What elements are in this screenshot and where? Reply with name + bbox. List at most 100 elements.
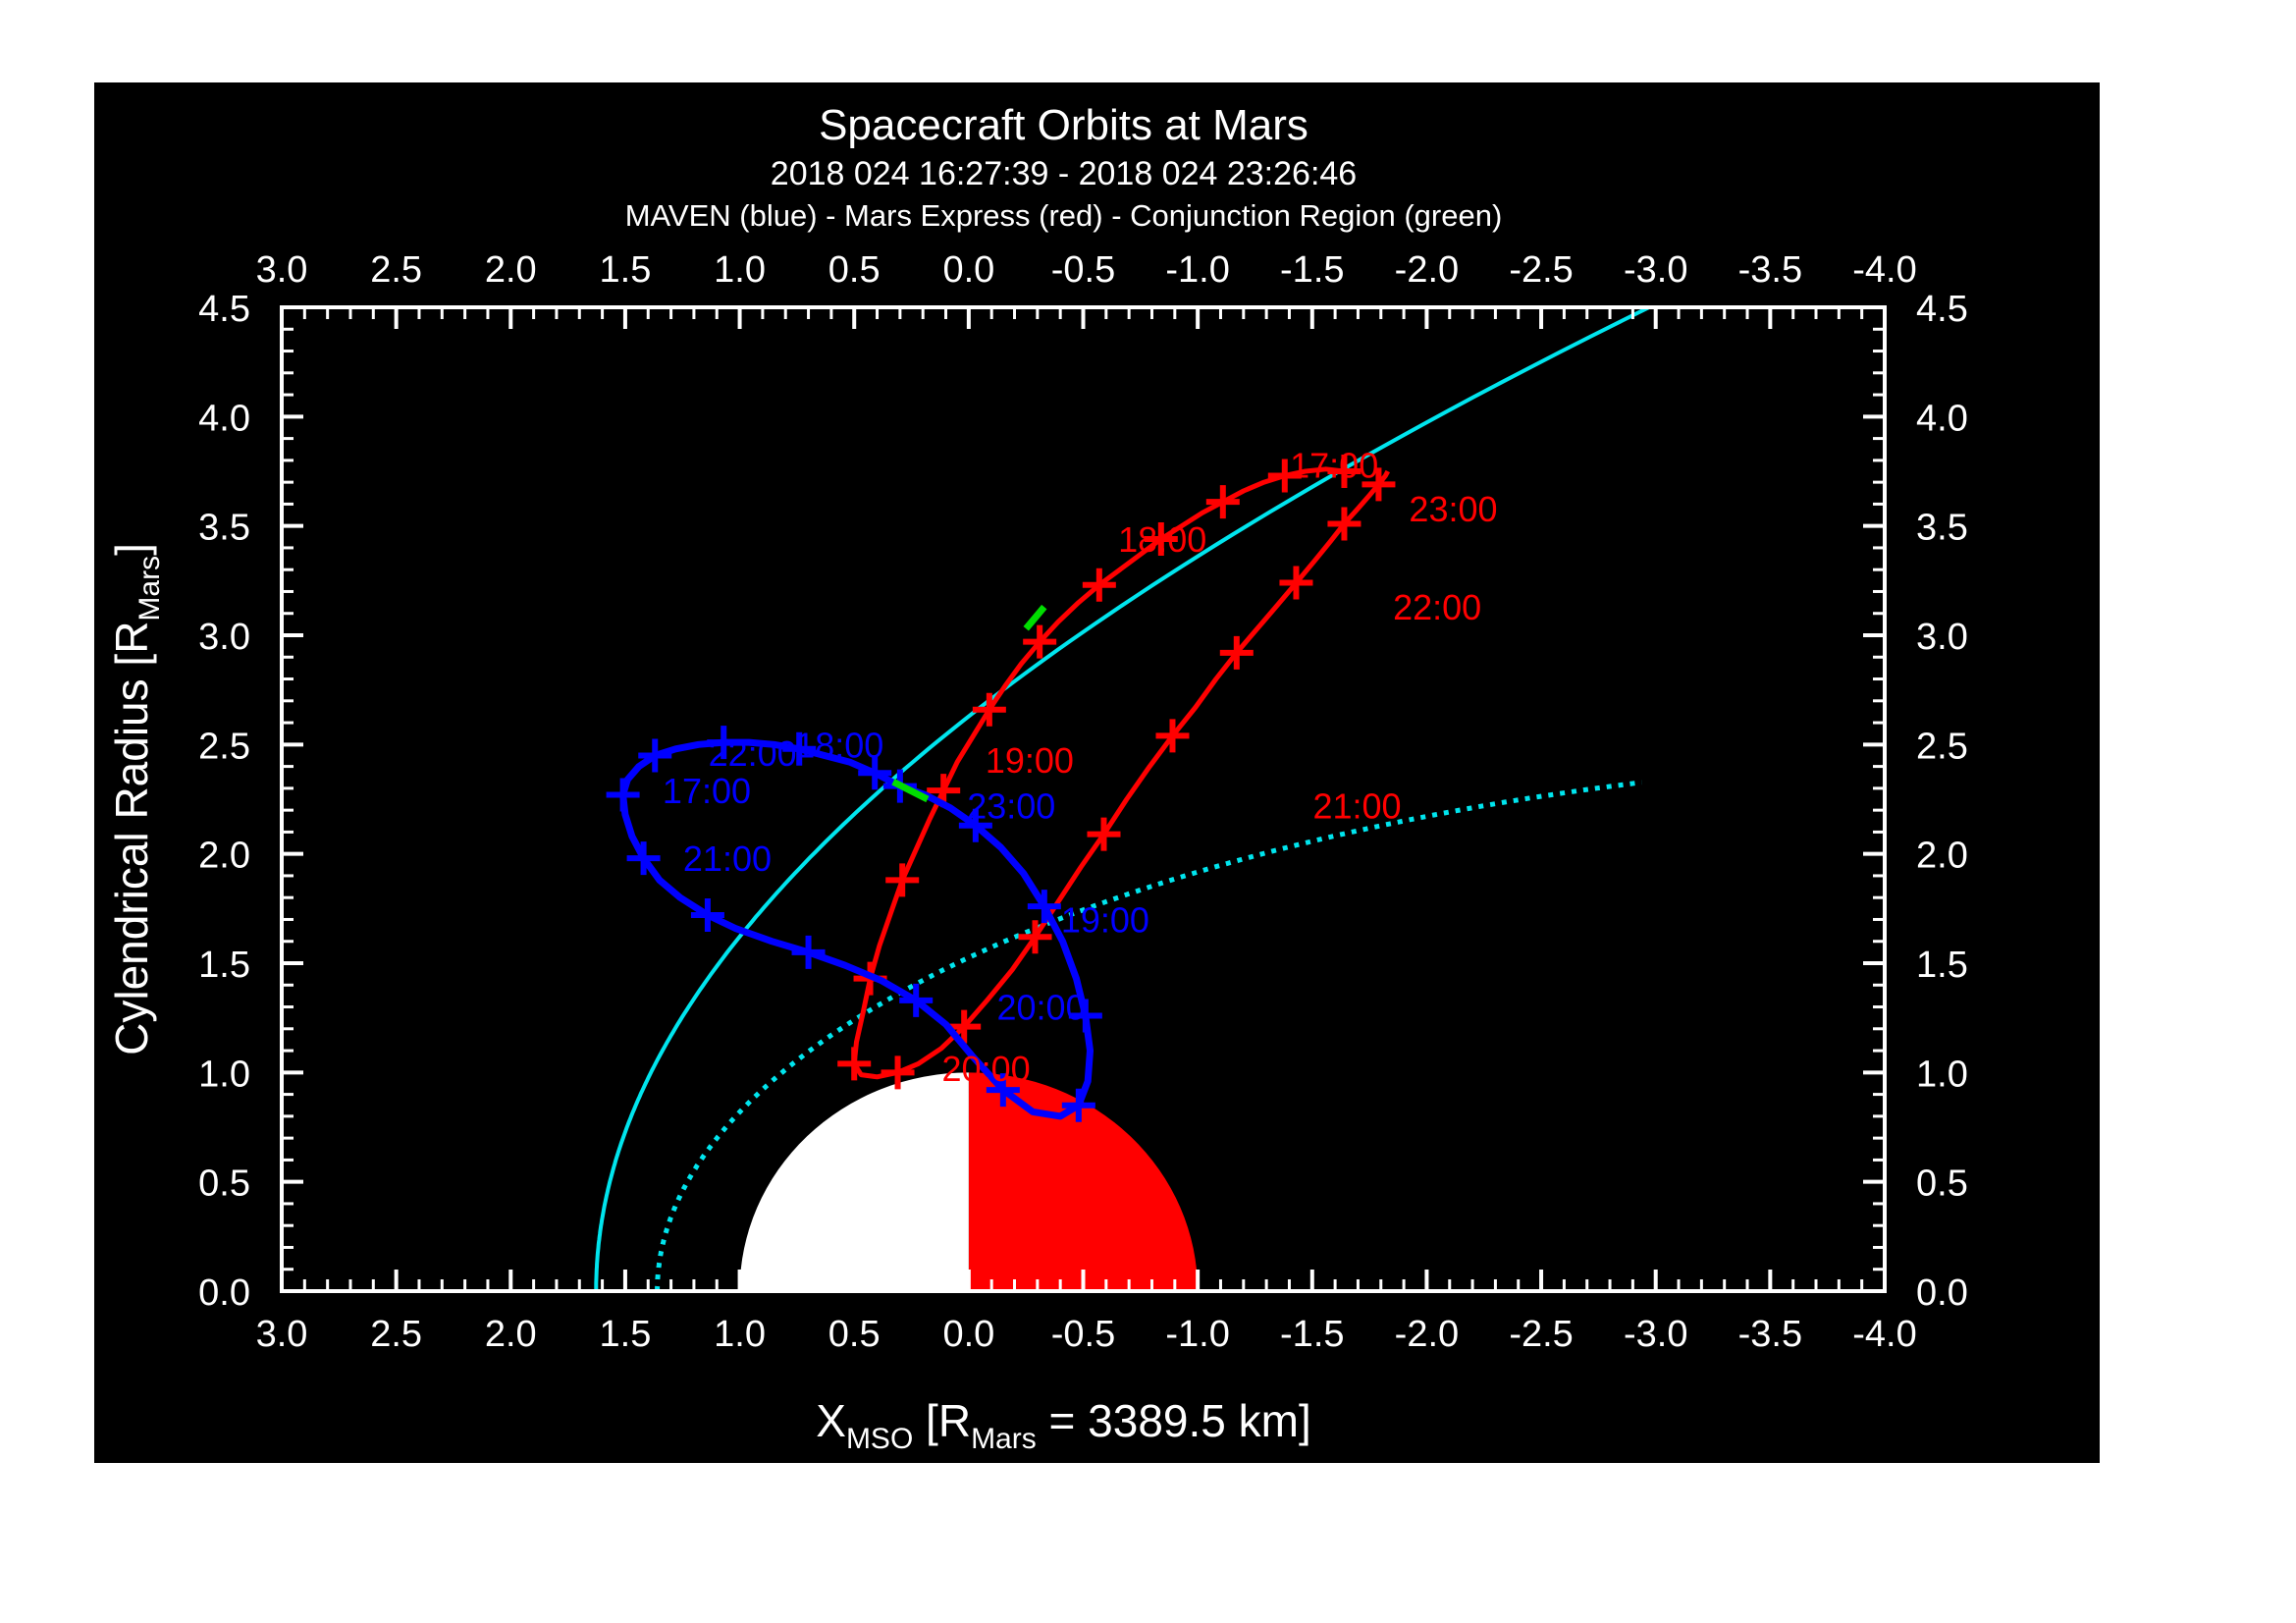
- mars-express-trajectory: [851, 466, 1391, 1080]
- xtick-label-bottom: -3.5: [1738, 1314, 1802, 1355]
- ytick-label-left: 4.0: [198, 398, 250, 439]
- xtick-label-top: 0.5: [828, 249, 881, 291]
- xtick-label-top: 2.5: [370, 249, 422, 291]
- mars-express-marker: [837, 1047, 872, 1081]
- xtick-label-top: -4.0: [1852, 249, 1916, 291]
- ytick-label-right: 2.0: [1916, 836, 1968, 877]
- xtick-label-bottom: -2.5: [1509, 1314, 1573, 1355]
- ytick-label-right: 2.5: [1916, 726, 1968, 767]
- maven-marker: [791, 935, 826, 969]
- ytick-label-left: 2.0: [198, 836, 250, 877]
- maven-time-label: 17:00: [663, 771, 751, 811]
- maven-marker: [626, 841, 661, 876]
- plot-title: Spacecraft Orbits at Mars: [819, 101, 1308, 149]
- conjunction-region-segment: [1023, 604, 1047, 631]
- mars-express-marker: [1327, 507, 1362, 541]
- mars-express-time-label: 20:00: [942, 1049, 1031, 1089]
- mars-express-marker: [1018, 920, 1052, 954]
- xtick-label-top: 2.0: [485, 249, 537, 291]
- orbit-plot-svg: Spacecraft Orbits at Mars 2018 024 16:27:…: [106, 101, 1968, 1455]
- maven-marker: [1068, 999, 1102, 1033]
- xtick-label-bottom: -0.5: [1051, 1314, 1115, 1355]
- maven-marker: [1027, 890, 1061, 924]
- xtick-label-top: -3.5: [1738, 249, 1802, 291]
- ytick-label-right: 4.5: [1916, 289, 1968, 330]
- mars-express-time-label: 18:00: [1118, 519, 1206, 560]
- xtick-label-bottom: 1.5: [600, 1314, 652, 1355]
- bow-shock-curve: [594, 307, 1654, 1291]
- maven-time-label: 18:00: [795, 725, 883, 765]
- xtick-label-bottom: -3.0: [1624, 1314, 1687, 1355]
- mars-express-time-label: 22:00: [1393, 587, 1481, 627]
- ytick-label-left: 0.0: [198, 1272, 250, 1314]
- xtick-label-bottom: 3.0: [256, 1314, 308, 1355]
- maven-marker: [958, 808, 992, 842]
- xtick-label-bottom: -2.0: [1395, 1314, 1459, 1355]
- ytick-label-right: 1.0: [1916, 1054, 1968, 1095]
- maven-marker: [782, 731, 817, 766]
- maven-marker: [1061, 1088, 1095, 1122]
- mars-express-marker: [1362, 467, 1396, 502]
- xtick-label-top: 1.5: [600, 249, 652, 291]
- maven-marker: [638, 738, 672, 773]
- conjunction-region-segment: [891, 779, 930, 803]
- xtick-label-top: 3.0: [256, 249, 308, 291]
- xtick-label-bottom: -4.0: [1852, 1314, 1916, 1355]
- xtick-label-bottom: 1.0: [714, 1314, 766, 1355]
- data-layer: 17:00 18:00 19:00 20:00 21:00 22:00 23:00 17:00…: [594, 307, 1654, 1291]
- ytick-label-right: 1.5: [1916, 945, 1968, 986]
- mars-express-marker: [1205, 485, 1240, 519]
- mars-nightside-hemisphere: [739, 1072, 969, 1291]
- xtick-label-bottom: -1.5: [1280, 1314, 1344, 1355]
- ytick-label-left: 3.5: [198, 508, 250, 549]
- xtick-label-top: -1.5: [1280, 249, 1344, 291]
- maven-time-label: 20:00: [997, 988, 1086, 1028]
- xtick-label-bottom: 2.0: [485, 1314, 537, 1355]
- xtick-label-bottom: 2.5: [370, 1314, 422, 1355]
- mars-express-marker: [1082, 568, 1116, 602]
- mars-express-marker: [947, 1009, 982, 1044]
- y-axis-title: Cylendrical Radius [RMars]: [106, 543, 166, 1055]
- plot-legend-line: MAVEN (blue) - Mars Express (red) - Conj…: [625, 198, 1503, 233]
- magnetic-pileup-boundary-curve: [655, 780, 1642, 1291]
- ytick-label-right: 3.0: [1916, 617, 1968, 658]
- mars-express-marker: [1267, 459, 1302, 493]
- mars-express-time-label: 23:00: [1409, 489, 1497, 529]
- mars-express-marker: [885, 863, 920, 897]
- ytick-label-left: 3.0: [198, 617, 250, 658]
- mars-express-marker: [881, 1055, 915, 1090]
- maven-marker: [986, 1073, 1020, 1108]
- ytick-label-right: 3.5: [1916, 508, 1968, 549]
- maven-marker: [606, 778, 640, 812]
- maven-marker: [858, 756, 892, 790]
- mars-express-time-label: 19:00: [986, 740, 1074, 781]
- ytick-label-left: 1.5: [198, 945, 250, 986]
- plot-subtitle: 2018 024 16:27:39 - 2018 024 23:26:46: [771, 155, 1357, 192]
- maven-marker: [707, 726, 741, 760]
- maven-time-label: 22:00: [709, 733, 797, 774]
- plot-panel: Spacecraft Orbits at Mars 2018 024 16:27:…: [94, 82, 2100, 1463]
- xtick-label-top: -3.0: [1624, 249, 1687, 291]
- xtick-label-top: 0.0: [942, 249, 994, 291]
- mars-express-time-label: 17:00: [1290, 445, 1378, 485]
- mars-express-marker: [1144, 522, 1178, 557]
- mars-express-marker: [1327, 455, 1362, 488]
- xtick-label-top: -0.5: [1051, 249, 1115, 291]
- maven-time-label: 19:00: [1061, 899, 1149, 940]
- x-axis-title: XMSO [RMars = 3389.5 km]: [816, 1395, 1310, 1455]
- mars-express-marker: [1219, 635, 1254, 670]
- ytick-label-right: 4.0: [1916, 398, 1968, 439]
- mars-express-marker: [1279, 566, 1313, 600]
- ytick-label-left: 1.0: [198, 1054, 250, 1095]
- ytick-label-right: 0.5: [1916, 1163, 1968, 1205]
- xtick-label-top: -1.0: [1165, 249, 1229, 291]
- xtick-label-bottom: -1.0: [1165, 1314, 1229, 1355]
- mars-dayside-hemisphere: [968, 1072, 1199, 1291]
- maven-time-label: 23:00: [967, 786, 1055, 827]
- ytick-label-left: 0.5: [198, 1163, 250, 1205]
- ytick-label-right: 0.0: [1916, 1272, 1968, 1314]
- mars-express-marker: [1155, 719, 1190, 753]
- maven-marker: [690, 898, 724, 933]
- maven-marker: [899, 983, 934, 1017]
